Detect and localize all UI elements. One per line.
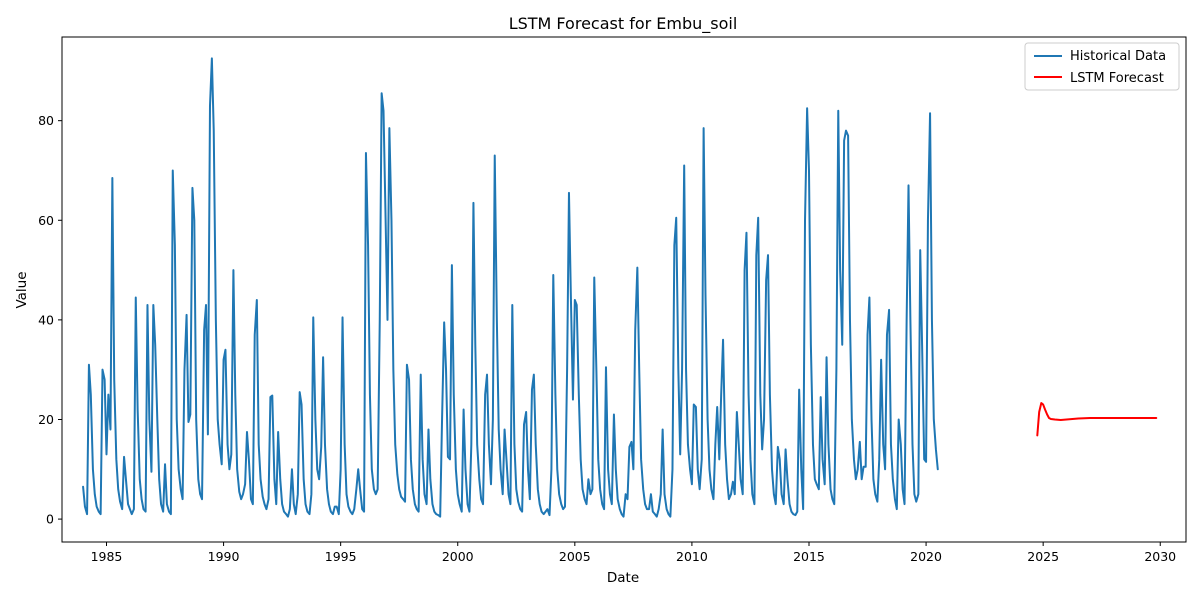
legend: Historical Data LSTM Forecast xyxy=(1024,42,1180,91)
y-tick-label: 60 xyxy=(38,213,54,228)
legend-box xyxy=(1024,42,1180,91)
x-tick-label: 2025 xyxy=(1027,549,1059,564)
x-tick-label: 2020 xyxy=(910,549,942,564)
x-axis: 1985 1990 1995 2000 2005 2010 2015 2020 2025 2030 xyxy=(91,542,1176,564)
chart-title: LSTM Forecast for Embu_soil xyxy=(509,14,738,34)
y-tick-label: 0 xyxy=(46,512,54,527)
y-tick-label: 20 xyxy=(38,412,54,427)
legend-label-historical: Historical Data xyxy=(1070,49,1166,64)
historical-data-line xyxy=(82,57,939,518)
y-axis-label: Value xyxy=(14,271,30,308)
plot-frame xyxy=(61,36,1187,543)
x-tick-label: 2005 xyxy=(559,549,591,564)
series-group xyxy=(82,57,1158,518)
lstm-forecast-line xyxy=(1036,402,1158,437)
y-axis: 0 20 40 60 80 xyxy=(38,113,62,527)
x-tick-label: 1995 xyxy=(325,549,357,564)
y-tick-label: 80 xyxy=(38,113,54,128)
x-tick-label: 2030 xyxy=(1144,549,1176,564)
legend-label-forecast: LSTM Forecast xyxy=(1070,71,1164,86)
y-tick-label: 40 xyxy=(38,312,54,327)
x-tick-label: 2000 xyxy=(442,549,474,564)
x-axis-label: Date xyxy=(607,570,639,586)
x-tick-label: 1990 xyxy=(208,549,240,564)
x-tick-label: 1985 xyxy=(91,549,123,564)
x-tick-label: 2015 xyxy=(793,549,825,564)
x-tick-label: 2010 xyxy=(676,549,708,564)
